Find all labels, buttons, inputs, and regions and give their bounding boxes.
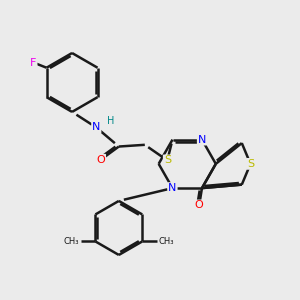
Text: N: N <box>198 135 206 145</box>
Text: S: S <box>247 159 254 169</box>
Text: O: O <box>96 155 105 165</box>
Text: O: O <box>195 200 204 210</box>
Text: N: N <box>92 122 100 133</box>
Text: F: F <box>30 58 37 68</box>
Text: CH₃: CH₃ <box>158 237 174 246</box>
Text: N: N <box>168 183 177 193</box>
Text: CH₃: CH₃ <box>64 237 79 246</box>
Text: H: H <box>107 116 115 126</box>
Text: S: S <box>164 155 171 165</box>
